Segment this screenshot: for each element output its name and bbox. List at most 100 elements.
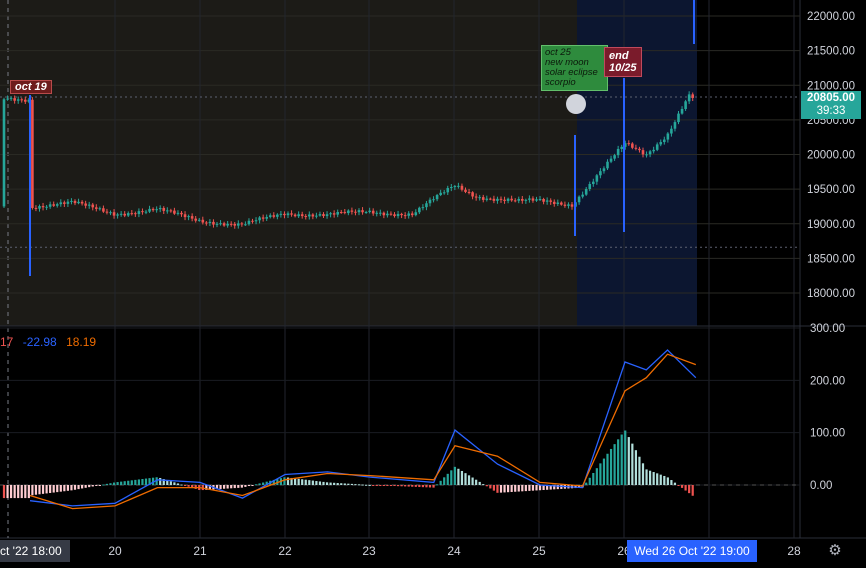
histogram-bar — [105, 483, 109, 485]
candle-body — [109, 212, 112, 214]
histogram-bar — [162, 479, 165, 485]
histogram-bar — [49, 485, 52, 493]
histogram-bar — [343, 483, 346, 485]
histogram-bar — [91, 485, 94, 487]
price-tick-label: 21500.00 — [807, 46, 855, 58]
histogram-bar — [471, 477, 474, 485]
annotation-eclipse-line: new moon — [545, 57, 589, 68]
macd-lines — [29, 349, 697, 510]
annotation-end-line: 10/25 — [609, 62, 637, 74]
candle-body — [162, 207, 166, 211]
candle-body — [240, 223, 244, 225]
histogram-bar — [98, 485, 101, 486]
histogram-bar — [141, 479, 144, 485]
histogram-bar — [308, 480, 311, 485]
candle-body — [485, 198, 489, 200]
candle-body — [567, 204, 570, 206]
histogram-bar — [152, 477, 155, 485]
histogram-bar — [453, 466, 456, 485]
histogram-bar — [507, 485, 510, 493]
candle-body — [542, 198, 545, 202]
time-tick-label: 20 — [108, 544, 122, 558]
candle-body — [368, 210, 371, 212]
histogram-bar — [286, 477, 290, 485]
histogram-bar — [350, 483, 353, 485]
histogram-bar — [63, 485, 66, 492]
candle-body — [577, 196, 581, 203]
histogram-bar — [112, 482, 116, 485]
candle-body — [265, 217, 268, 219]
histogram-bar — [684, 485, 687, 491]
histogram-bar — [400, 485, 403, 487]
histogram-bar — [109, 483, 112, 485]
candle-body — [414, 212, 418, 216]
candle-body — [95, 207, 98, 209]
histogram-bar — [329, 482, 332, 485]
candle-body — [304, 216, 308, 218]
candle-body — [400, 213, 403, 216]
histogram-bar — [396, 485, 400, 487]
candle-body — [34, 207, 38, 209]
candle-body — [432, 199, 435, 201]
histogram-bar — [404, 485, 407, 487]
indicator-axis[interactable]: 0.00 100.00 200.00 300.00 — [810, 323, 845, 492]
candle-body — [609, 158, 613, 162]
candle-body — [233, 223, 237, 226]
candle-body — [478, 197, 481, 199]
candle-body — [616, 148, 620, 156]
annotation-end-line: end — [609, 50, 629, 62]
histogram-bar — [617, 439, 620, 485]
candle-body — [208, 221, 212, 223]
histogram-bar — [45, 485, 48, 494]
candle-body — [293, 214, 297, 217]
histogram-bar — [460, 470, 464, 485]
histogram-bar — [620, 434, 623, 485]
candle-body — [623, 143, 627, 147]
candle-body — [375, 212, 379, 214]
histogram-bar — [134, 479, 137, 485]
candle-body — [357, 210, 361, 213]
candle-body — [460, 185, 464, 190]
candle-body — [219, 223, 222, 225]
histogram-bar — [485, 485, 488, 487]
legend-value-macd: -22.98 — [22, 335, 57, 349]
annotation-end[interactable]: end 10/25 — [604, 47, 642, 77]
gear-icon[interactable]: ⚙ — [828, 542, 842, 559]
candle-body — [524, 199, 528, 201]
candle-body — [631, 143, 634, 148]
candle-body — [151, 208, 155, 211]
candle-body — [261, 217, 265, 219]
histogram-bar — [311, 480, 314, 485]
histogram-bar — [432, 485, 435, 488]
price-axis[interactable]: 18000.00 18500.00 19000.00 19500.00 20000.00… — [807, 11, 855, 300]
candle-body — [474, 196, 478, 198]
histogram-bar — [386, 485, 389, 486]
histogram-bar — [84, 485, 87, 488]
candle-body — [148, 208, 151, 212]
histogram-bar — [663, 475, 666, 485]
candle-body — [229, 223, 233, 225]
eclipse-marker[interactable] — [566, 94, 586, 114]
candle-body — [9, 98, 13, 100]
annotation-eclipse[interactable]: oct 25 new moon solar eclipse scorpio — [541, 45, 608, 91]
histogram-bar — [10, 485, 13, 499]
histogram-bar — [102, 484, 105, 486]
histogram-bar — [514, 485, 517, 492]
candle-body — [638, 148, 641, 151]
annotation-oct19[interactable]: oct 19 — [10, 80, 52, 94]
candle-body — [535, 199, 538, 201]
candle-body — [663, 139, 666, 143]
histogram-bar — [645, 469, 648, 485]
histogram-bar — [159, 477, 162, 485]
histogram-bar — [137, 479, 140, 485]
histogram-bar — [613, 444, 616, 485]
candle-body — [425, 203, 428, 208]
candlestick-series — [2, 91, 694, 229]
candle-body — [329, 213, 332, 215]
histogram-bar — [560, 485, 563, 489]
candle-body — [652, 149, 655, 152]
histogram-bar — [379, 485, 382, 486]
histogram-bar — [240, 485, 243, 488]
histogram-bar — [528, 485, 531, 491]
